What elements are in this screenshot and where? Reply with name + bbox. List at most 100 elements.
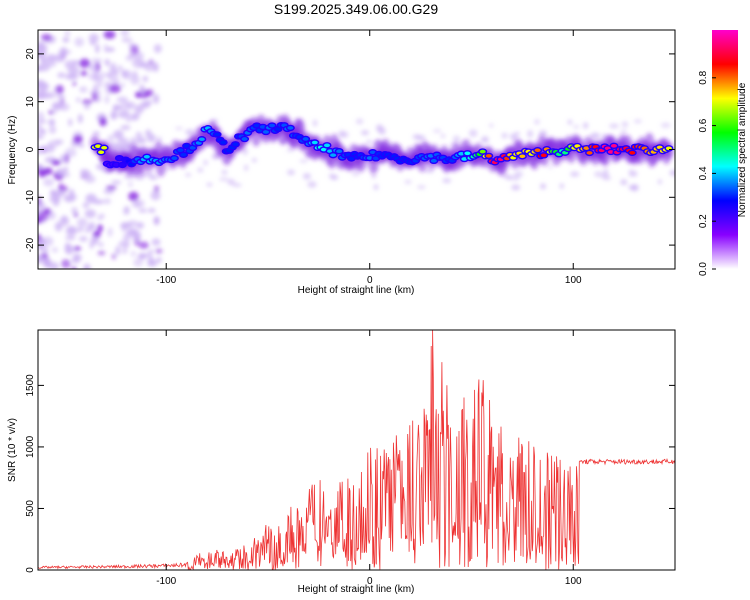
- ridge-core: [220, 140, 227, 145]
- noise-blob: [38, 111, 45, 122]
- noise-blob: [609, 123, 619, 129]
- noise-blob: [153, 185, 160, 193]
- noise-blob: [583, 122, 589, 129]
- ridge-core: [327, 149, 334, 153]
- noise-blob: [669, 169, 675, 176]
- ridge-core: [586, 151, 593, 155]
- colorbar-gradient: [712, 30, 738, 269]
- noise-blob: [104, 95, 110, 104]
- noise-blob: [124, 205, 129, 214]
- spectrogram-y-axis-label: Frequency (Hz): [7, 116, 18, 185]
- y-tick-label: 0: [25, 146, 36, 152]
- ridge-core: [232, 142, 239, 147]
- ridge-core: [485, 154, 492, 158]
- noise-blob: [251, 158, 257, 163]
- ridge-core: [287, 126, 294, 130]
- noise-blob: [55, 84, 64, 95]
- noise-blob: [111, 180, 122, 185]
- noise-blob: [61, 259, 71, 269]
- ridge-core: [348, 156, 355, 161]
- ridge-core: [262, 130, 269, 134]
- ridge-core: [214, 132, 221, 137]
- noise-blob: [76, 97, 81, 103]
- noise-blob: [39, 84, 50, 89]
- noise-blob: [97, 250, 106, 256]
- noise-blob: [128, 191, 139, 202]
- noise-blob: [432, 129, 442, 133]
- noise-blob: [302, 173, 312, 180]
- noise-blob: [137, 90, 142, 99]
- noise-blob: [109, 62, 117, 69]
- noise-blob: [442, 178, 452, 184]
- noise-blob: [227, 178, 236, 186]
- noise-blob: [130, 250, 136, 257]
- noise-blob: [116, 96, 129, 103]
- ridge-core: [323, 143, 330, 148]
- ridge-core: [143, 154, 150, 159]
- ridge-core: [113, 162, 120, 167]
- ridge-core: [183, 144, 190, 148]
- noise-blob: [360, 130, 370, 136]
- noise-blob: [132, 112, 141, 119]
- noise-blob: [78, 58, 91, 69]
- noise-blob: [121, 248, 128, 254]
- spectrogram-marks: [38, 30, 675, 269]
- noise-blob: [58, 182, 65, 191]
- noise-blob: [425, 168, 435, 173]
- noise-blob: [489, 123, 494, 128]
- noise-blob: [97, 81, 103, 88]
- noise-blob: [120, 30, 130, 37]
- noise-blob: [65, 226, 78, 236]
- ridge-core: [116, 156, 123, 160]
- noise-blob: [118, 110, 131, 119]
- noise-blob: [43, 167, 53, 175]
- noise-blob: [620, 179, 628, 186]
- noise-blob: [48, 118, 56, 126]
- noise-blob: [38, 196, 42, 206]
- ridge-core: [427, 154, 434, 158]
- noise-blob: [136, 222, 145, 229]
- noise-blob: [97, 224, 104, 233]
- ridge-core: [607, 150, 614, 154]
- ridge-core: [259, 125, 266, 129]
- noise-blob: [73, 252, 79, 262]
- y-tick-label: -20: [25, 237, 36, 252]
- noise-blob: [534, 119, 540, 125]
- noise-blob: [80, 70, 88, 76]
- noise-blob: [93, 83, 98, 93]
- noise-blob: [95, 43, 100, 54]
- noise-blob: [123, 243, 129, 249]
- noise-blob: [59, 103, 70, 111]
- noise-blob: [62, 172, 70, 178]
- noise-blob: [120, 222, 132, 229]
- ridge-core: [330, 153, 337, 157]
- noise-blob: [104, 58, 110, 67]
- noise-blob: [103, 30, 116, 40]
- noise-blob: [90, 235, 99, 245]
- noise-blob: [120, 82, 126, 88]
- ridge-core: [336, 149, 343, 154]
- noise-blob: [206, 182, 213, 187]
- noise-blob: [97, 215, 103, 221]
- noise-blob: [527, 129, 534, 138]
- noise-blob: [48, 262, 60, 269]
- noise-blob: [126, 228, 139, 237]
- snr-y-axis-label: SNR (10 * v/v): [7, 418, 18, 482]
- noise-blob: [600, 172, 609, 179]
- noise-blob: [43, 178, 55, 187]
- noise-blob: [355, 118, 364, 125]
- noise-blob: [85, 170, 92, 180]
- noise-blob: [117, 138, 129, 143]
- noise-blob: [81, 99, 93, 105]
- noise-blob: [153, 62, 159, 73]
- noise-blob: [38, 128, 46, 134]
- colorbar-tick-label: 0.2: [698, 214, 709, 228]
- noise-blob: [51, 247, 59, 253]
- noise-blob: [232, 183, 242, 187]
- ridge-core: [583, 146, 590, 150]
- noise-blob: [133, 199, 145, 208]
- noise-blob: [185, 129, 195, 136]
- noise-blob: [440, 133, 446, 138]
- noise-blob: [112, 104, 119, 112]
- noise-blob: [138, 208, 148, 213]
